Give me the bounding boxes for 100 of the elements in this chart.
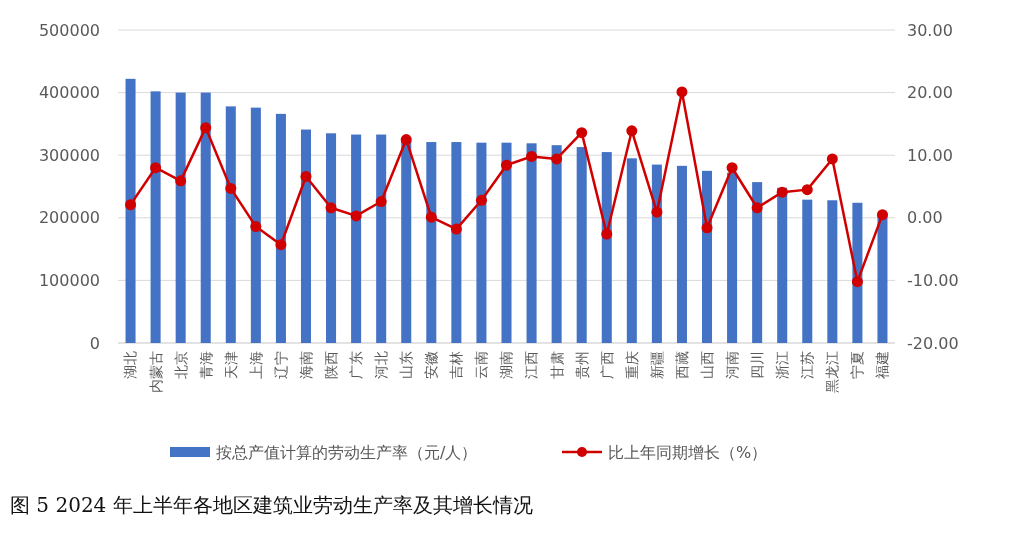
- y2-tick-label: -20.00: [907, 333, 959, 353]
- point: [350, 210, 362, 222]
- bar: [651, 164, 662, 343]
- point: [475, 194, 487, 206]
- x-tick-label: 西藏: [673, 351, 690, 379]
- point: [375, 196, 387, 208]
- bar: [175, 92, 186, 343]
- bar: [275, 113, 286, 343]
- x-tick-label: 上海: [247, 351, 264, 379]
- x-tick-label: 福建: [874, 351, 891, 379]
- bar: [752, 182, 763, 343]
- x-tick-label: 辽宁: [272, 351, 289, 379]
- point: [325, 202, 337, 214]
- y-tick-label: 200000: [38, 208, 100, 228]
- x-tick-label: 广西: [598, 351, 615, 379]
- point: [250, 221, 262, 233]
- bar: [476, 142, 487, 343]
- x-tick-label: 山东: [398, 351, 415, 379]
- x-tick-label: 广东: [348, 351, 365, 379]
- bar: [401, 140, 412, 343]
- point: [275, 239, 287, 251]
- bar: [702, 170, 713, 343]
- point: [801, 184, 813, 196]
- y-tick-label: 0: [89, 333, 100, 353]
- point: [300, 170, 312, 182]
- y2-tick-label: 0.00: [907, 208, 943, 228]
- bar: [225, 106, 236, 343]
- point: [225, 182, 237, 194]
- x-tick-label: 云南: [473, 351, 490, 379]
- y-tick-label: 300000: [38, 145, 100, 165]
- bar: [426, 142, 437, 343]
- bar: [376, 134, 387, 343]
- point: [651, 206, 663, 218]
- bar: [250, 107, 261, 343]
- text: 图 5 2024 年上半年各地区建筑业劳动生产率及其增长情况: [10, 493, 533, 517]
- x-tick-label: 贵州: [573, 351, 590, 379]
- x-tick-label: 江苏: [799, 351, 816, 379]
- x-tick-label: 吉林: [448, 351, 465, 379]
- x-tick-label: 重庆: [623, 351, 640, 379]
- point: [125, 199, 137, 211]
- point: [776, 186, 788, 198]
- point: [876, 209, 888, 221]
- bar: [125, 78, 136, 343]
- bar: [326, 133, 337, 343]
- x-tick-label: 甘肃: [548, 351, 565, 379]
- point: [676, 86, 688, 98]
- x-tick-label: 湖南: [498, 351, 515, 379]
- point: [450, 223, 462, 235]
- x-tick-label: 黑龙江: [824, 351, 841, 393]
- point: [425, 211, 437, 223]
- point: [526, 150, 538, 162]
- bar: [526, 143, 537, 343]
- x-tick-label: 河南: [723, 351, 740, 379]
- y2-tick-label: 20.00: [907, 83, 953, 103]
- point: [601, 228, 613, 240]
- bar: [802, 199, 813, 343]
- x-tick-label: 内蒙古: [147, 351, 164, 393]
- x-tick-label: 湖北: [122, 351, 139, 379]
- bar: [676, 165, 687, 343]
- point: [175, 175, 187, 187]
- x-tick-label: 陕西: [322, 351, 339, 379]
- x-tick-label: 天津: [222, 351, 239, 379]
- bar: [601, 152, 612, 343]
- y-tick-label: 400000: [38, 83, 100, 103]
- x-tick-label: 青海: [197, 351, 214, 379]
- x-tick-label: 河北: [373, 351, 390, 379]
- x-tick-label: 山西: [698, 351, 715, 379]
- bar: [300, 129, 311, 343]
- point: [150, 162, 162, 174]
- point: [851, 276, 863, 288]
- x-tick-label: 浙江: [774, 351, 791, 379]
- bar: [777, 187, 788, 343]
- y2-tick-label: 30.00: [907, 20, 953, 40]
- bar: [727, 172, 738, 343]
- bar: [827, 200, 838, 343]
- bar: [626, 158, 637, 343]
- y-tick-label: 100000: [38, 271, 100, 290]
- x-tick-label: 新疆: [648, 351, 665, 379]
- bar: [351, 134, 362, 343]
- x-tick-label: 宁夏: [849, 351, 866, 379]
- legend-label: 按总产值计算的劳动生产率（元/人）: [216, 442, 478, 462]
- point: [626, 125, 638, 137]
- legend-label: 比上年同期增长（%）: [608, 442, 768, 462]
- bar: [551, 145, 562, 343]
- point: [501, 159, 512, 171]
- point: [576, 127, 588, 139]
- bar: [501, 142, 512, 343]
- point: [726, 162, 738, 174]
- y-tick-label: 500000: [38, 20, 100, 40]
- x-tick-label: 江西: [523, 351, 540, 379]
- point: [551, 153, 563, 165]
- x-tick-label: 安徽: [423, 351, 440, 379]
- point: [400, 134, 412, 146]
- y2-tick-label: -10.00: [907, 271, 959, 290]
- point: [200, 122, 212, 134]
- bar: [576, 147, 587, 343]
- bar: [200, 92, 211, 343]
- x-tick-label: 北京: [172, 351, 189, 379]
- y2-tick-label: 10.00: [907, 145, 953, 165]
- bar: [451, 142, 462, 343]
